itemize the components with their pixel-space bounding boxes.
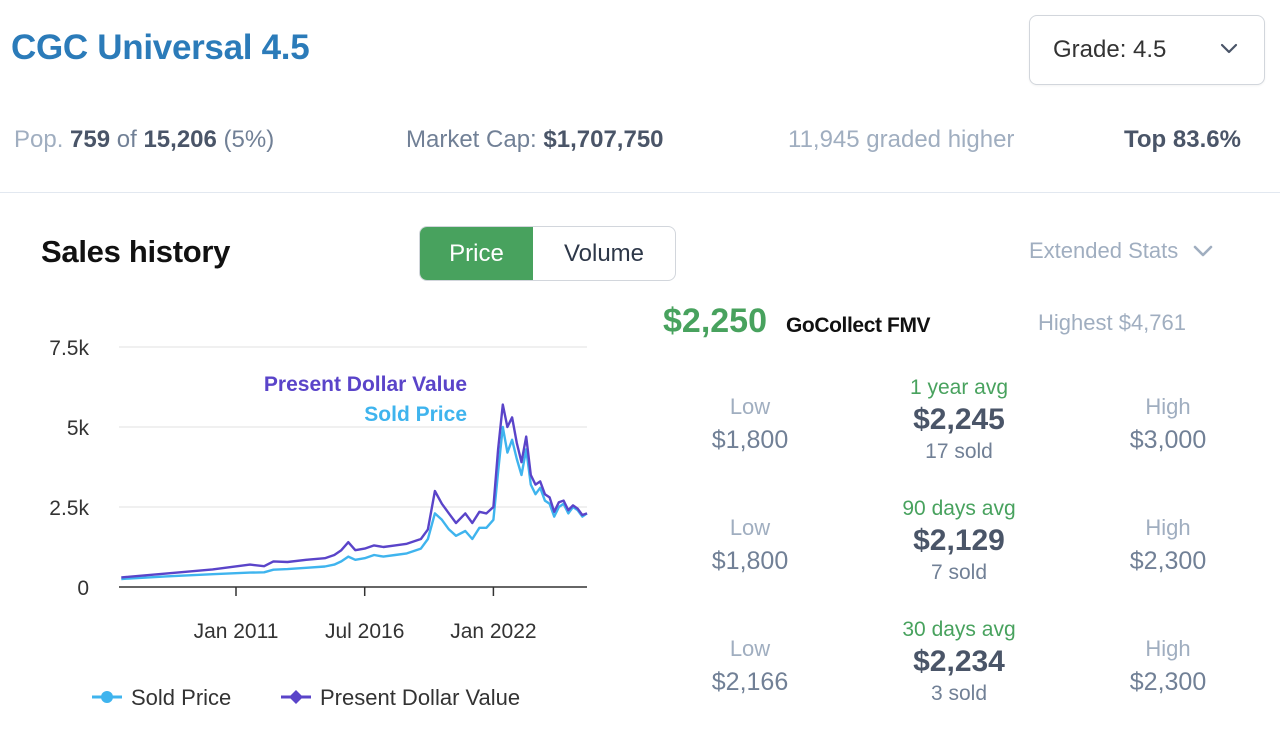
sales-history-chart: 0 2.5k 5k 7.5k Jan 2011 Jul 2016 Jan 2022 Prese… (49, 337, 588, 710)
low-label: Low (729, 636, 771, 661)
graded-higher-stat: 11,945 graded higher (788, 126, 1015, 153)
sold-count: 7 sold (930, 561, 988, 584)
high-label: High (1145, 636, 1191, 661)
avg-label: 1 year avg (909, 376, 1009, 399)
period-stats-30-days: Low $2,166 30 days avg $2,234 3 sold Hig… (660, 618, 1280, 728)
page-title: CGC Universal 4.5 (11, 28, 310, 67)
pop-of: of (116, 126, 137, 153)
high-value: $2,300 (1129, 668, 1207, 696)
low-value: $1,800 (711, 426, 789, 454)
grade-select-label: Grade: 4.5 (1053, 36, 1167, 63)
low-stat: Low $1,800 (660, 394, 840, 455)
market-cap-stat: Market Cap: $1,707,750 (406, 126, 664, 154)
sold-count: 3 sold (930, 682, 988, 705)
sales-history-title: Sales history (41, 234, 231, 269)
section-divider (0, 192, 1280, 193)
pop-count: 759 (70, 126, 111, 153)
pop-prefix: Pop. (14, 126, 64, 153)
market-cap-label: Market Cap: (406, 126, 537, 153)
top-percent-stat: Top 83.6% (1124, 126, 1241, 153)
high-label: High (1145, 515, 1191, 540)
avg-stat: 30 days avg $2,234 3 sold (859, 618, 1059, 706)
high-stat: High $2,300 (1078, 515, 1258, 576)
chevron-down-icon (1220, 43, 1238, 54)
y-tick-label: 5k (67, 417, 90, 440)
present-dollar-value-line (121, 403, 588, 579)
chart-mode-toggle: Price Volume (419, 226, 676, 281)
low-stat: Low $2,166 (660, 636, 840, 697)
chevron-down-icon (1193, 245, 1213, 257)
pop-total: 15,206 (143, 126, 217, 153)
low-stat: Low $1,800 (660, 515, 840, 576)
avg-value: $2,129 (913, 524, 1005, 557)
low-value: $2,166 (711, 668, 789, 696)
y-tick-label: 0 (77, 577, 89, 600)
high-stat: High $3,000 (1078, 394, 1258, 455)
high-value: $2,300 (1129, 547, 1207, 575)
extended-stats-label: Extended Stats (1029, 238, 1179, 263)
sold-count: 17 sold (925, 440, 993, 463)
high-stat: High $2,300 (1078, 636, 1258, 697)
avg-value: $2,234 (913, 645, 1005, 678)
high-value: $3,000 (1129, 426, 1207, 454)
sold-price-line (121, 425, 588, 581)
extended-stats-toggle[interactable]: Extended Stats (1029, 238, 1214, 264)
avg-label: 90 days avg (902, 497, 1016, 520)
pop-percent: (5%) (223, 126, 275, 153)
x-tick-label: Jan 2011 (194, 620, 279, 643)
period-stats-90-days: Low $1,800 90 days avg $2,129 7 sold Hig… (660, 497, 1280, 607)
avg-value: $2,245 (913, 403, 1005, 436)
legend-present-dollar-value: Present Dollar Value (320, 685, 520, 710)
price-tab[interactable]: Price (420, 227, 533, 280)
avg-stat: 90 days avg $2,129 7 sold (859, 497, 1059, 585)
grade-select[interactable]: Grade: 4.5 (1029, 15, 1265, 85)
x-tick-label: Jan 2022 (450, 620, 536, 643)
legend-marker (289, 690, 303, 704)
low-value: $1,800 (711, 547, 789, 575)
highest-price: Highest $4,761 (1038, 310, 1186, 335)
fmv-label: GoCollect FMV (786, 314, 931, 337)
volume-tab[interactable]: Volume (563, 239, 645, 267)
sold-price-annotation: Sold Price (364, 403, 467, 426)
avg-label: 30 days avg (902, 618, 1016, 641)
present-dollar-value-annotation: Present Dollar Value (264, 373, 467, 396)
x-tick-label: Jul 2016 (325, 620, 404, 643)
y-tick-label: 7.5k (49, 337, 89, 360)
low-label: Low (729, 394, 771, 419)
high-label: High (1145, 394, 1191, 419)
avg-stat: 1 year avg $2,245 17 sold (859, 376, 1059, 464)
population-stats: Pop. 759 of 15,206 (5%) Market Cap: $1,7… (0, 120, 1280, 160)
market-cap-value: $1,707,750 (543, 126, 664, 153)
legend-marker (101, 691, 113, 703)
population-stat: Pop. 759 of 15,206 (5%) (14, 126, 274, 154)
y-tick-label: 2.5k (49, 497, 89, 520)
fmv-price: $2,250 (663, 302, 767, 340)
legend-sold-price: Sold Price (131, 685, 231, 710)
low-label: Low (729, 515, 771, 540)
period-stats-1-year: Low $1,800 1 year avg $2,245 17 sold Hig… (660, 376, 1280, 486)
